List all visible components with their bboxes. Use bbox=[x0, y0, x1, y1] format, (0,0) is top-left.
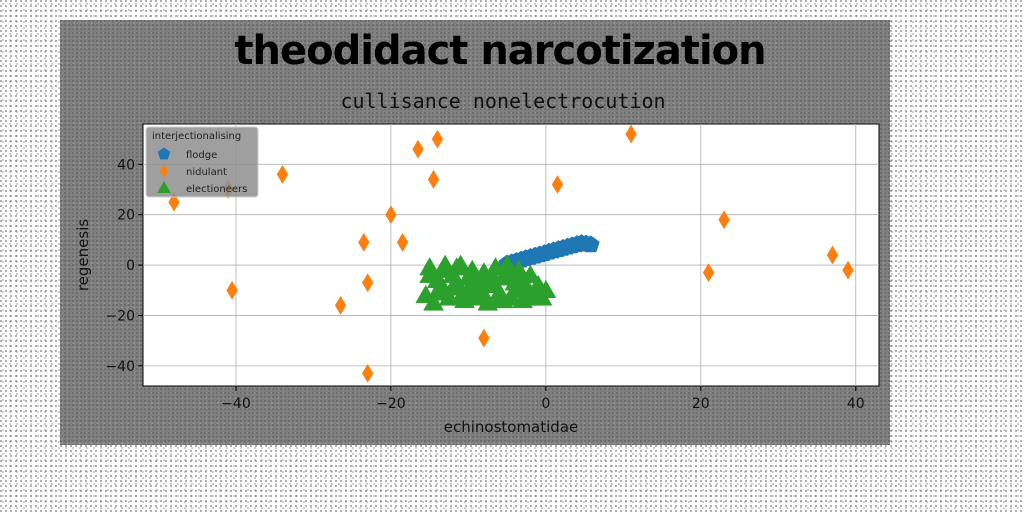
point-nidulant bbox=[427, 169, 440, 189]
y-tick-label: 40 bbox=[117, 157, 135, 173]
legend: interjectionalising flodge nidulant electio… bbox=[145, 126, 259, 198]
y-tick-label: 0 bbox=[126, 258, 135, 274]
point-nidulant bbox=[361, 363, 374, 383]
x-tick-label: 20 bbox=[692, 396, 710, 412]
point-nidulant bbox=[718, 210, 730, 230]
point-nidulant bbox=[431, 129, 444, 149]
chart-title: cullisance nonelectrocution bbox=[340, 89, 665, 113]
point-nidulant bbox=[385, 205, 397, 225]
point-nidulant bbox=[625, 124, 637, 144]
tick-layer: −40 −20 0 20 40 −40 −20 0 20 40 bbox=[105, 157, 864, 412]
data-layer bbox=[168, 124, 854, 383]
point-electioneers bbox=[419, 264, 441, 283]
point-electioneers bbox=[508, 264, 530, 283]
point-nidulant bbox=[276, 164, 289, 184]
point-electioneers bbox=[477, 274, 499, 293]
x-tick-label: −40 bbox=[221, 396, 251, 412]
legend-marker-nidulant bbox=[159, 164, 169, 178]
point-nidulant bbox=[168, 192, 180, 212]
grid-layer bbox=[143, 124, 879, 386]
point-flodge bbox=[581, 235, 600, 253]
point-nidulant bbox=[226, 280, 238, 300]
point-electioneers bbox=[496, 262, 518, 281]
point-electioneers bbox=[423, 292, 444, 311]
chart-svg: theodidact narcotization cullisance none… bbox=[74, 28, 880, 436]
x-axis-label: echinostomatidae bbox=[444, 418, 579, 436]
y-tick-label: 20 bbox=[117, 208, 135, 224]
point-electioneers bbox=[446, 257, 468, 276]
legend-marker-flodge bbox=[157, 147, 171, 160]
legend-marker-electioneers bbox=[157, 180, 171, 193]
legend-label-flodge: flodge bbox=[186, 150, 217, 161]
legend-title: interjectionalising bbox=[152, 131, 241, 142]
point-nidulant bbox=[358, 232, 370, 252]
chart-suptitle: theodidact narcotization bbox=[234, 28, 765, 74]
point-nidulant bbox=[826, 245, 839, 265]
point-electioneers bbox=[461, 287, 483, 306]
y-axis-label: regenesis bbox=[74, 219, 92, 292]
point-nidulant bbox=[842, 260, 854, 280]
point-nidulant bbox=[412, 139, 424, 159]
legend-label-nidulant: nidulant bbox=[186, 167, 227, 178]
y-tick-label: −20 bbox=[105, 308, 135, 324]
legend-box bbox=[145, 126, 259, 198]
point-nidulant bbox=[361, 273, 374, 293]
x-tick-label: 0 bbox=[541, 396, 550, 412]
x-tick-label: −20 bbox=[376, 396, 406, 412]
point-nidulant bbox=[396, 232, 409, 252]
point-nidulant bbox=[702, 263, 715, 283]
point-nidulant bbox=[478, 328, 490, 348]
point-nidulant bbox=[334, 295, 347, 315]
point-electioneers bbox=[473, 284, 495, 304]
point-electioneers bbox=[527, 282, 549, 301]
y-tick-label: −40 bbox=[105, 359, 135, 375]
point-nidulant bbox=[551, 174, 564, 194]
x-tick-label: 40 bbox=[847, 396, 865, 412]
point-electioneers bbox=[430, 274, 452, 293]
chart-figure: theodidact narcotization cullisance none… bbox=[60, 20, 890, 445]
point-electioneers bbox=[504, 279, 526, 299]
legend-label-electioneers: electioneers bbox=[186, 184, 247, 195]
point-electioneers bbox=[492, 289, 514, 309]
